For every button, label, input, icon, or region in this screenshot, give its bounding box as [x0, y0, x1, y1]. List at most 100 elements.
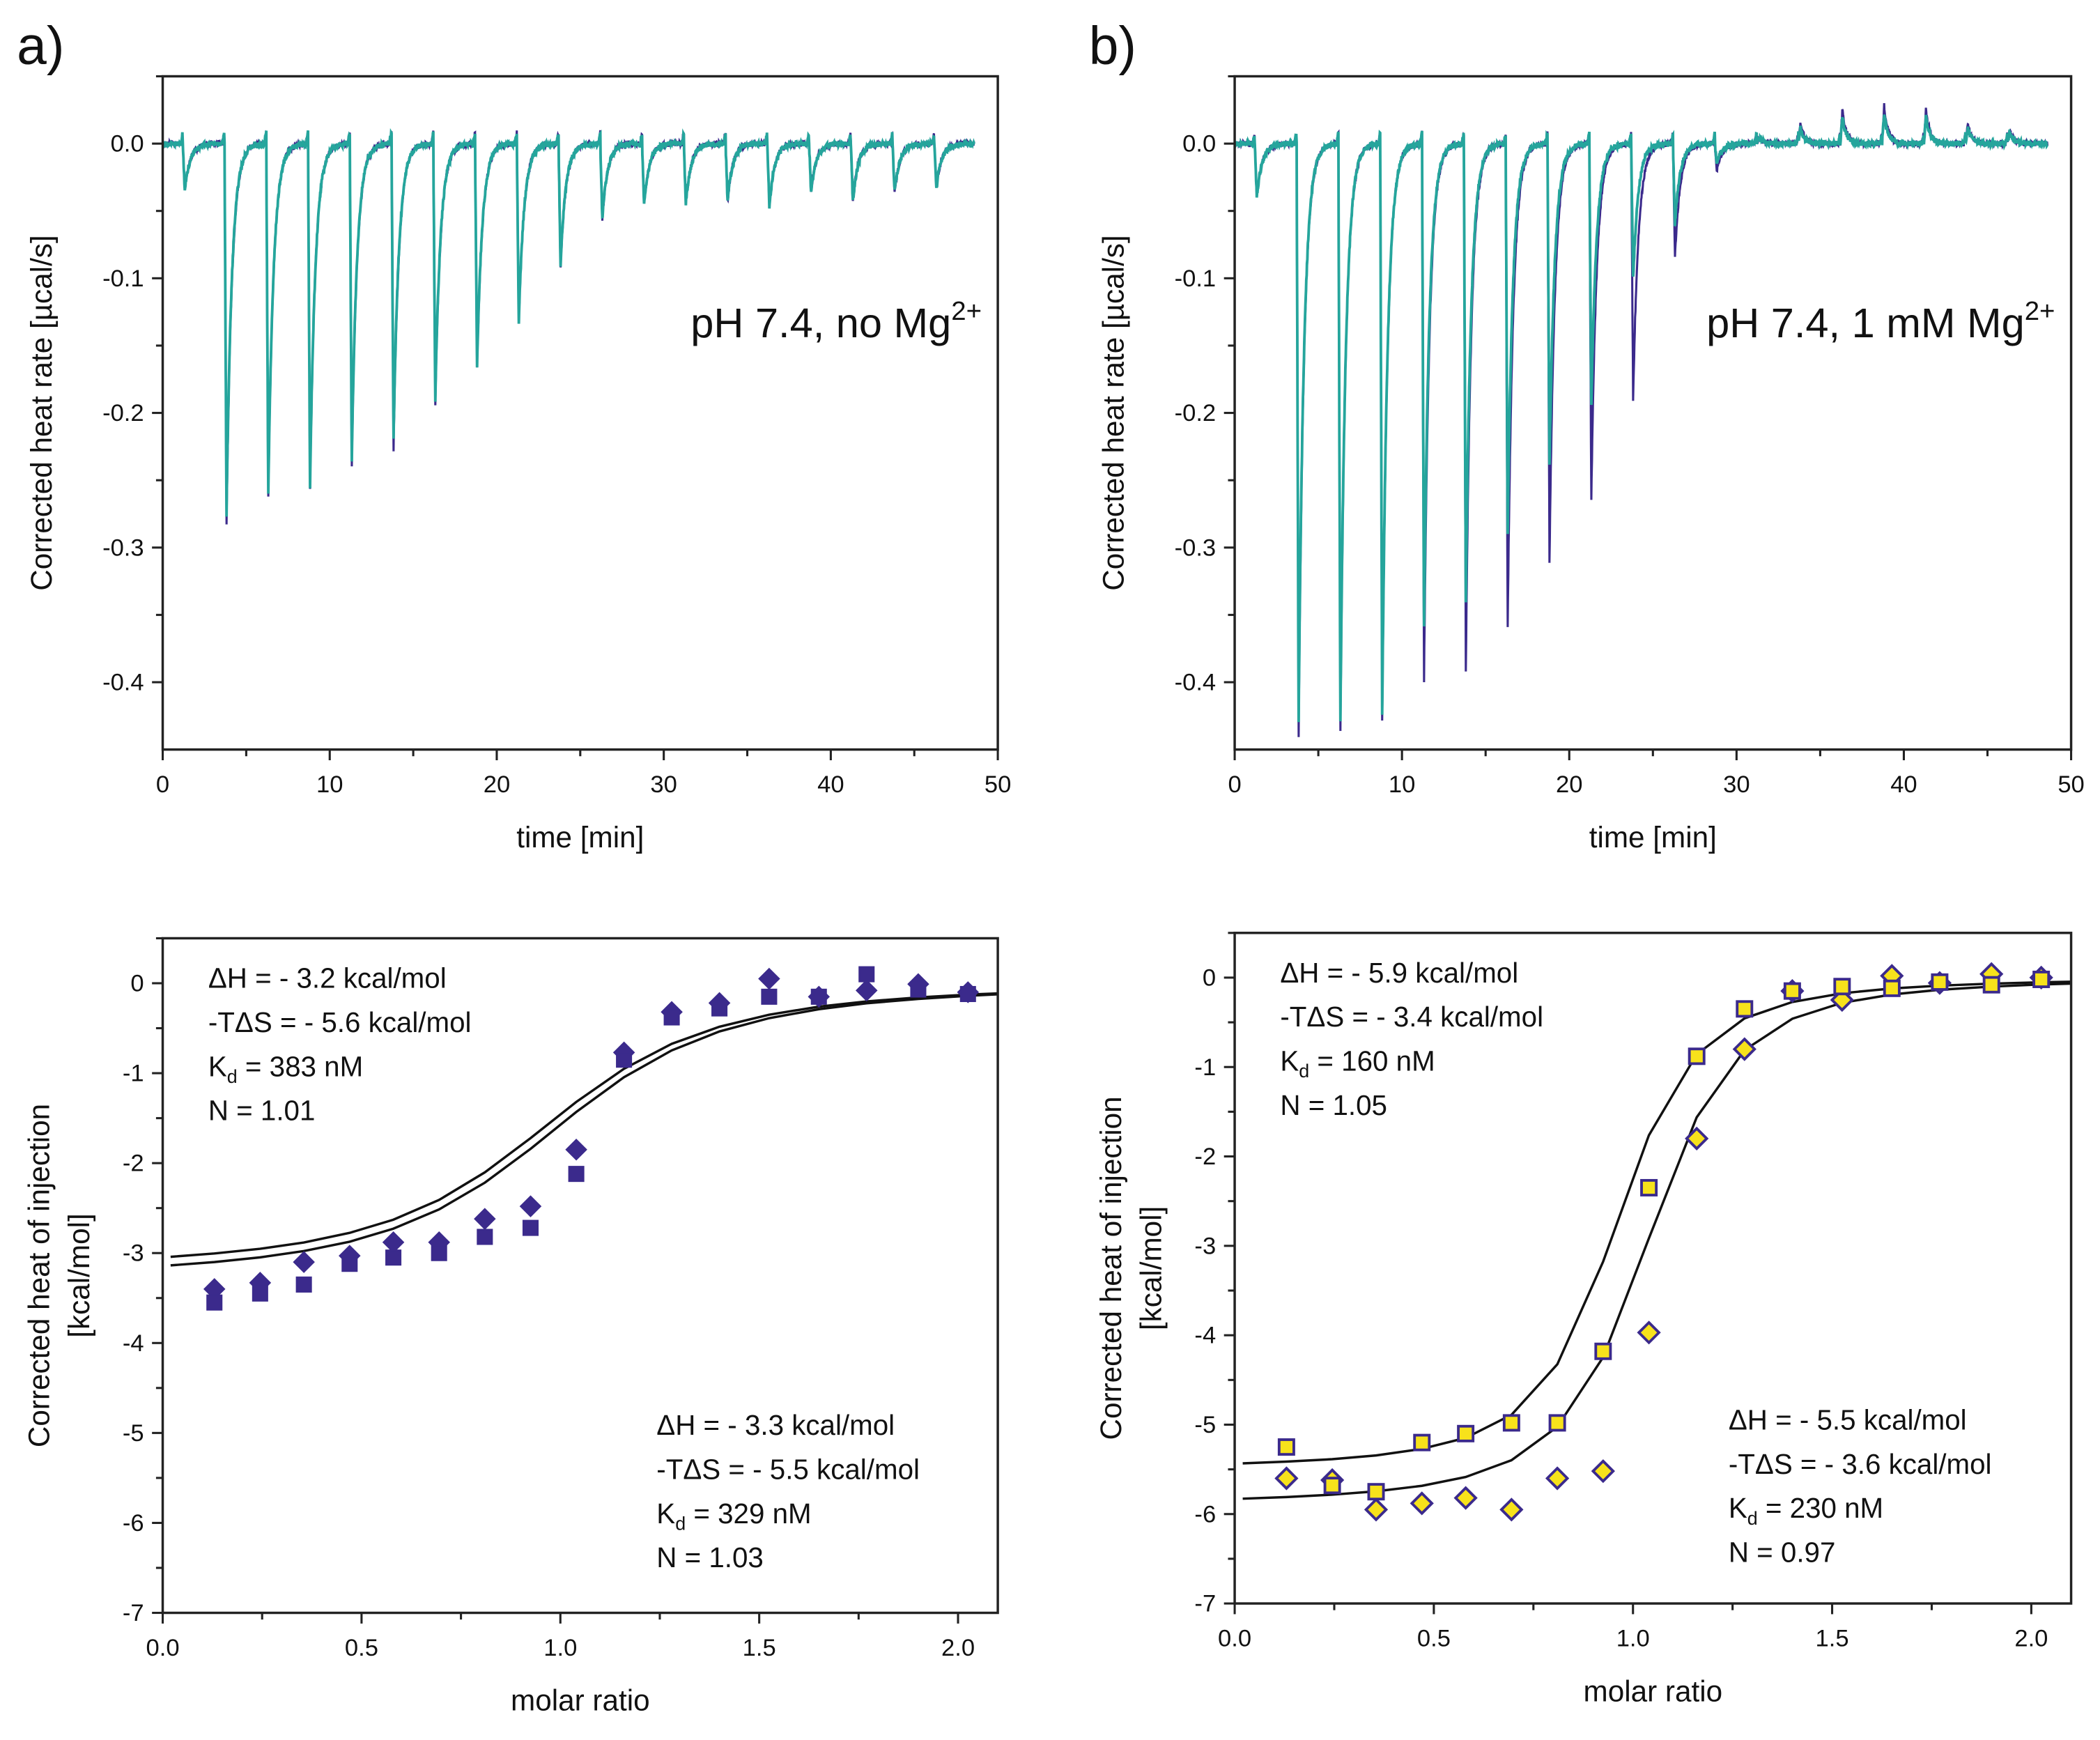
y-tick-label: -7: [1194, 1591, 1216, 1617]
data-point-diamond: [1685, 1126, 1709, 1151]
kd-subscript: d: [1747, 1508, 1758, 1529]
kd-subscript: d: [227, 1066, 238, 1087]
y-tick-label: -5: [123, 1420, 144, 1447]
data-point-square: [761, 988, 778, 1005]
y-tick-label: -0.2: [1175, 400, 1217, 426]
x-tick-label: 0: [1228, 771, 1241, 798]
y-axis-title: Corrected heat rate [µcal/s]: [25, 235, 58, 590]
data-point-square: [1413, 1433, 1431, 1452]
x-tick-label: 50: [985, 771, 1011, 798]
y-tick-label: -0.2: [102, 400, 144, 426]
data-point-diamond: [1545, 1466, 1570, 1491]
x-tick-label: 40: [1890, 771, 1917, 798]
x-tick-label: 1.5: [743, 1635, 776, 1661]
data-point-diamond: [565, 1139, 587, 1161]
y-tick-label: -0.1: [1175, 265, 1217, 292]
y-tick-label: -7: [123, 1600, 144, 1626]
y-tick-label: -0.3: [102, 534, 144, 561]
y-tick-label: -6: [1194, 1501, 1216, 1527]
data-point-square: [385, 1249, 402, 1266]
delta-h-label: ΔH = - 3.3 kcal/mol: [656, 1409, 895, 1441]
data-point-diamond: [474, 1208, 496, 1230]
y-tick-label: -0.4: [102, 670, 144, 696]
data-point-square: [1502, 1414, 1520, 1432]
y-tick-label: -4: [123, 1330, 144, 1357]
data-point-square: [858, 966, 875, 983]
y-axis-title-unit: [kcal/mol]: [1134, 1206, 1167, 1330]
y-tick-label: 0: [130, 971, 144, 997]
data-point-square: [1277, 1438, 1295, 1456]
kd-label: Kd = 329 nM: [656, 1498, 811, 1534]
data-point-diamond: [1732, 1037, 1757, 1061]
data-point-square: [431, 1245, 447, 1261]
data-point-diamond: [758, 967, 780, 990]
y-axis-title: Corrected heat of injection: [1095, 1096, 1127, 1440]
tds-label: -TΔS = - 5.5 kcal/mol: [656, 1453, 920, 1485]
y-tick-label: -2: [1194, 1144, 1216, 1170]
data-point-diamond: [382, 1231, 405, 1254]
plot-frame: [1233, 932, 2073, 1605]
x-tick-label: 0.5: [345, 1635, 378, 1661]
data-point-square: [1323, 1477, 1341, 1495]
x-tick-label: 2.0: [2014, 1626, 2048, 1652]
data-point-square: [1367, 1483, 1385, 1501]
data-point-diamond: [1591, 1459, 1615, 1484]
kd-label: Kd = 383 nM: [208, 1050, 363, 1087]
x-tick-label: 2.0: [941, 1635, 975, 1661]
y-tick-label: -0.4: [1175, 670, 1217, 696]
delta-h-label: ΔH = - 5.5 kcal/mol: [1729, 1403, 1967, 1435]
data-point-square: [206, 1294, 223, 1311]
data-point-diamond: [1274, 1466, 1299, 1491]
n-label: N = 1.03: [656, 1541, 764, 1573]
y-tick-label: -2: [123, 1150, 144, 1177]
data-point-square: [1931, 973, 1949, 991]
data-point-square: [568, 1166, 585, 1183]
data-point-diamond: [293, 1251, 315, 1273]
tds-label: -TΔS = - 3.4 kcal/mol: [1280, 1001, 1543, 1033]
kd-value: = 329 nM: [686, 1498, 811, 1530]
y-axis-title: Corrected heat rate [µcal/s]: [1097, 235, 1130, 590]
data-point-square: [1736, 1000, 1754, 1018]
data-point-square: [810, 988, 827, 1005]
data-point-diamond: [1499, 1498, 1524, 1522]
y-tick-label: 0: [1203, 964, 1216, 991]
n-label: N = 0.97: [1729, 1537, 1836, 1569]
condition-text: pH 7.4, no Mg: [690, 300, 951, 346]
x-axis-title: time [min]: [1589, 821, 1717, 854]
x-tick-label: 50: [2057, 771, 2084, 798]
trace-teal: [1235, 114, 2048, 723]
x-tick-label: 1.5: [1816, 1626, 1849, 1652]
y-tick-label: 0.0: [1182, 131, 1216, 157]
condition-superscript: 2+: [2025, 296, 2055, 326]
fit-parameters-diamond: ΔH = - 5.9 kcal/mol -TΔS = - 3.4 kcal/mol…: [1280, 957, 1543, 1121]
x-tick-label: 10: [316, 771, 343, 798]
data-point-square: [1594, 1342, 1612, 1360]
x-tick-label: 30: [650, 771, 677, 798]
fit-parameters-square: ΔH = - 3.3 kcal/mol -TΔS = - 5.5 kcal/mol…: [656, 1409, 920, 1573]
x-tick-label: 0.5: [1417, 1626, 1451, 1652]
y-tick-label: -6: [123, 1510, 144, 1537]
chart-panel-a-isotherm: 0.0 0.5 1.0 1.5 2.0 0 -1 -2 -3 -4 -5 -6 -7 molar rati…: [22, 937, 999, 1717]
kd-value: = 160 nM: [1309, 1045, 1435, 1077]
y-tick-label: 0.0: [111, 131, 144, 157]
kd-symbol: K: [1280, 1045, 1299, 1077]
plot-frame: [1233, 75, 2073, 751]
x-tick-label: 20: [484, 771, 510, 798]
kd-label: Kd = 160 nM: [1280, 1045, 1435, 1082]
x-tick-label: 10: [1389, 771, 1415, 798]
x-tick-label: 0.0: [146, 1635, 180, 1661]
delta-h-label: ΔH = - 5.9 kcal/mol: [1280, 957, 1518, 989]
panel-label-b: b): [1089, 16, 1136, 76]
plot-frame: [161, 937, 999, 1615]
y-tick-label: -1: [1194, 1054, 1216, 1081]
condition-label: pH 7.4, 1 mM Mg2+: [1706, 296, 2055, 346]
trace-navy: [1235, 103, 2049, 737]
data-point-square: [959, 985, 976, 1003]
x-axis-title: time [min]: [516, 821, 644, 854]
y-axis-title: Corrected heat of injection: [22, 1104, 55, 1447]
y-tick-label: -5: [1194, 1412, 1216, 1438]
chart-panel-b-thermogram: 0 10 20 30 40 50 0.0 -0.1 -0.2 -0.3 -0.4 time [min]…: [1097, 75, 2085, 854]
data-point-square: [522, 1219, 539, 1236]
kd-subscript: d: [1299, 1061, 1309, 1081]
